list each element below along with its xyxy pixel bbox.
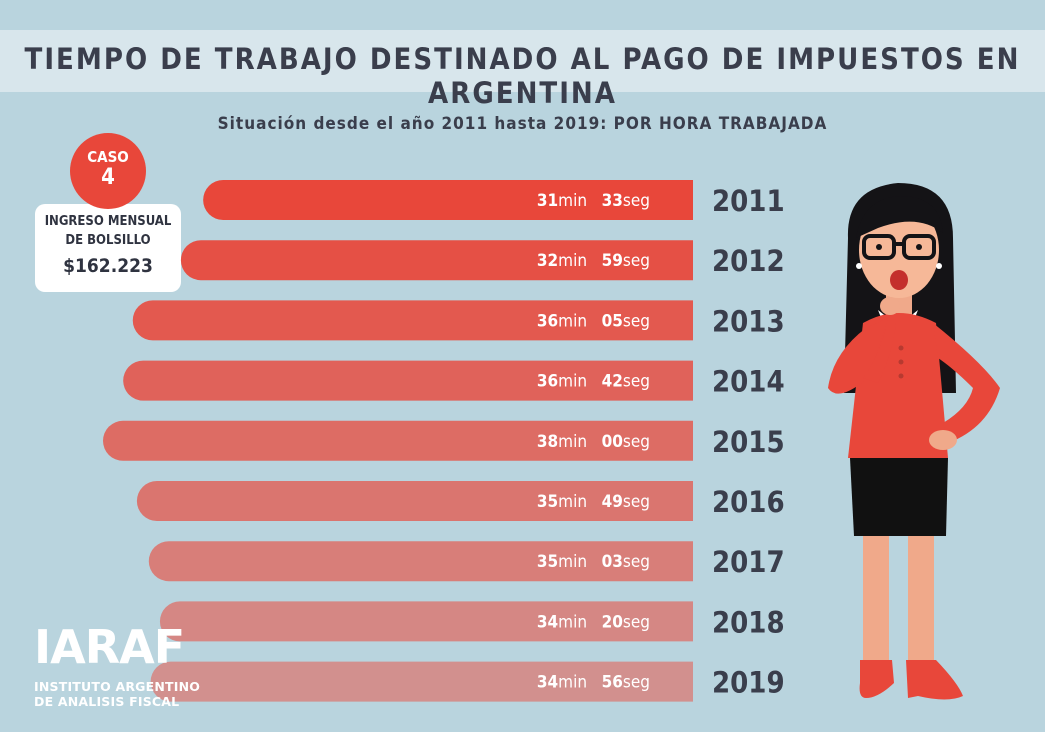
bar-label-2017: 35min 03seg — [537, 552, 650, 572]
logo-line2: DE ANALISIS FISCAL — [34, 694, 180, 709]
year-label-2017: 2017 — [712, 545, 785, 579]
bar-label-2013: 36min 05seg — [537, 311, 650, 331]
bar-label-2012: 32min 59seg — [537, 251, 650, 271]
bar-2015 — [103, 420, 693, 461]
year-label-2011: 2011 — [712, 184, 785, 218]
chart-subtitle: Situación desde el año 2011 hasta 2019: … — [217, 114, 828, 134]
title-band — [0, 30, 1045, 92]
bar-2018 — [159, 601, 693, 642]
year-label-2012: 2012 — [712, 244, 785, 278]
income-amount: $162.223 — [63, 255, 153, 277]
year-label-2016: 2016 — [712, 485, 785, 519]
bar-2011 — [203, 180, 693, 220]
income-label-line2: DE BOLSILLO — [65, 233, 151, 248]
bar-2013 — [132, 300, 694, 341]
bar-2014 — [123, 360, 693, 401]
logo-mark: IARAF — [34, 620, 185, 674]
bar-label-2016: 35min 49seg — [537, 492, 650, 512]
bar-label-2019: 34min 56seg — [537, 673, 650, 693]
bar-2017 — [148, 541, 694, 582]
income-box: INGRESO MENSUAL DE BOLSILLO $162.223 — [35, 204, 181, 292]
bar-label-2015: 38min 00seg — [537, 432, 650, 452]
bar-2012 — [180, 240, 693, 281]
iaraf-logo: IARAF INSTITUTO ARGENTINO DE ANALISIS FI… — [34, 624, 200, 709]
bar-label-2018: 34min 20seg — [537, 612, 650, 632]
case-number: 4 — [101, 165, 115, 190]
woman-illustration — [828, 183, 1000, 700]
chart-title: TIEMPO DE TRABAJO DESTINADO AL PAGO DE I… — [24, 42, 1021, 110]
bar-label-2014: 36min 42seg — [537, 372, 650, 392]
year-label-2018: 2018 — [712, 605, 785, 639]
year-label-2013: 2013 — [712, 304, 785, 338]
bar-label-2011: 31min 33seg — [537, 191, 650, 211]
year-label-2015: 2015 — [712, 425, 785, 459]
logo-line1: INSTITUTO ARGENTINO — [34, 679, 201, 694]
case-badge: CASO 4 — [70, 133, 146, 209]
bar-2019 — [150, 661, 694, 702]
year-label-2019: 2019 — [712, 666, 785, 700]
year-label-2014: 2014 — [712, 365, 785, 399]
case-label: CASO — [87, 148, 129, 166]
income-label-line1: INGRESO MENSUAL — [44, 214, 172, 229]
bar-2016 — [136, 481, 694, 521]
